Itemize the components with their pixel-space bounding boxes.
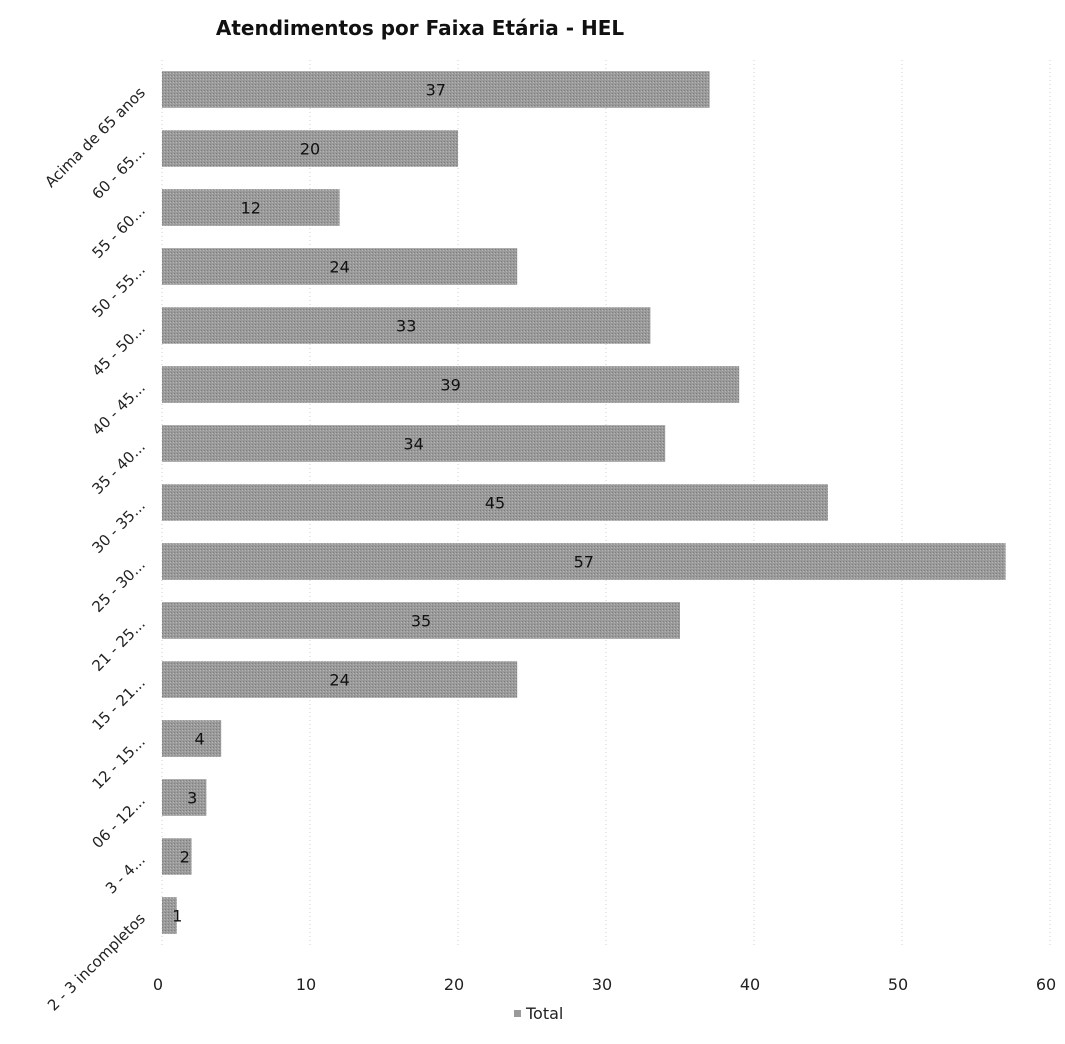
bar xyxy=(162,484,828,521)
data-label: 2 xyxy=(180,848,190,867)
bar xyxy=(162,897,177,934)
category-label: Acima de 65 anos xyxy=(41,83,149,191)
bar xyxy=(162,779,207,816)
category-label: 21 - 25... xyxy=(88,615,148,675)
data-label: 34 xyxy=(403,435,423,454)
category-label: 40 - 45... xyxy=(88,379,148,439)
data-label: 33 xyxy=(396,317,416,336)
bar xyxy=(162,543,1006,580)
data-label: 37 xyxy=(426,81,446,100)
x-tick-label: 60 xyxy=(1036,975,1056,994)
data-label: 57 xyxy=(574,553,594,572)
x-tick-label: 0 xyxy=(153,975,163,994)
data-label: 20 xyxy=(300,140,320,159)
chart-title: Atendimentos por Faixa Etária - HEL xyxy=(215,16,625,40)
bar xyxy=(162,602,680,639)
data-label: 35 xyxy=(411,612,431,631)
data-label: 39 xyxy=(440,376,460,395)
bar xyxy=(162,838,192,875)
legend-label: Total xyxy=(525,1004,563,1023)
category-label: 60 - 65... xyxy=(88,143,148,203)
data-label: 24 xyxy=(329,671,349,690)
bar xyxy=(162,248,518,285)
data-label: 24 xyxy=(329,258,349,277)
bar xyxy=(162,189,340,226)
category-label: 50 - 55... xyxy=(88,261,148,321)
category-label: 3 - 4... xyxy=(102,851,149,898)
x-axis-ticks: 0 10 20 30 40 50 60 xyxy=(153,975,1056,994)
category-label: 55 - 60... xyxy=(88,202,148,262)
category-label: 15 - 21... xyxy=(88,674,148,734)
data-label: 3 xyxy=(187,789,197,808)
x-tick-label: 10 xyxy=(296,975,316,994)
category-label: 25 - 30... xyxy=(88,556,148,616)
bars xyxy=(162,71,1006,934)
data-label: 1 xyxy=(172,907,182,926)
category-label: 12 - 15... xyxy=(88,733,148,793)
bar xyxy=(162,425,666,462)
category-label: 45 - 50... xyxy=(88,320,148,380)
legend-swatch xyxy=(514,1010,521,1017)
x-tick-label: 20 xyxy=(444,975,464,994)
data-labels: 37 20 12 24 33 39 34 45 57 35 24 4 3 2 1 xyxy=(172,81,594,926)
x-tick-label: 40 xyxy=(740,975,760,994)
category-label: 2 - 3 incompletos xyxy=(44,909,149,1014)
bar xyxy=(162,720,222,757)
bar xyxy=(162,366,740,403)
x-tick-label: 30 xyxy=(592,975,612,994)
category-label: 35 - 40... xyxy=(88,438,148,498)
bar xyxy=(162,130,458,167)
data-label: 45 xyxy=(485,494,505,513)
bar xyxy=(162,661,518,698)
bar xyxy=(162,71,710,108)
data-label: 4 xyxy=(195,730,205,749)
x-tick-label: 50 xyxy=(888,975,908,994)
category-label: 06 - 12... xyxy=(88,792,148,852)
bar xyxy=(162,307,651,344)
data-label: 12 xyxy=(241,199,261,218)
category-label: 30 - 35... xyxy=(88,497,148,557)
legend: Total xyxy=(514,1004,563,1023)
